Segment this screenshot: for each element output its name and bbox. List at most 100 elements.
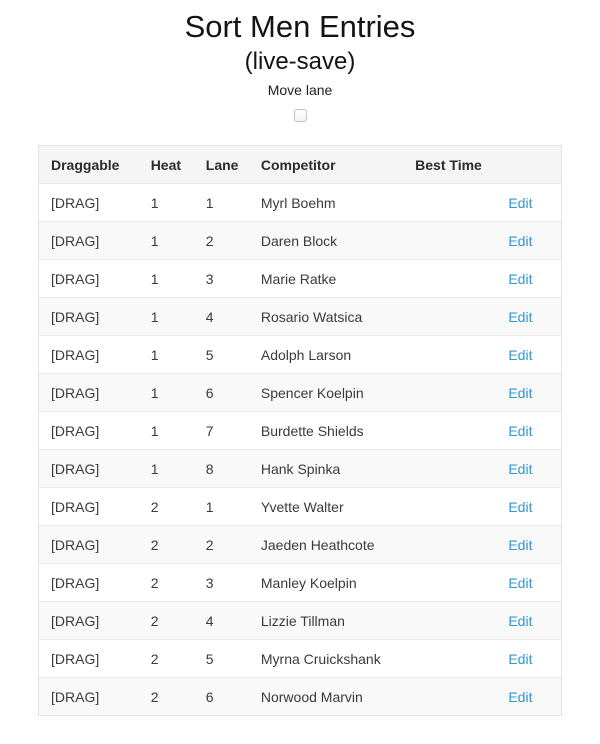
edit-link[interactable]: Edit — [508, 270, 533, 287]
competitor-cell: Daren Block — [248, 221, 404, 260]
edit-link[interactable]: Edit — [508, 308, 533, 325]
heat-cell: 1 — [138, 335, 194, 374]
drag-handle[interactable]: [DRAG] — [38, 563, 139, 602]
competitor-cell: Hank Spinka — [248, 449, 404, 488]
edit-link[interactable]: Edit — [508, 460, 533, 477]
column-header-best-time: Best Time — [403, 145, 497, 184]
heat-cell: 2 — [138, 639, 194, 678]
competitor-cell: Yvette Walter — [248, 487, 404, 526]
lane-cell: 5 — [193, 639, 249, 678]
best-time-cell — [403, 487, 497, 526]
lane-cell: 4 — [193, 297, 249, 336]
edit-link[interactable]: Edit — [508, 346, 533, 363]
edit-link[interactable]: Edit — [508, 232, 533, 249]
drag-handle[interactable]: [DRAG] — [38, 525, 139, 564]
edit-cell: Edit — [496, 601, 562, 640]
drag-handle[interactable]: [DRAG] — [38, 601, 139, 640]
edit-cell: Edit — [496, 639, 562, 678]
edit-cell: Edit — [496, 487, 562, 526]
drag-handle[interactable]: [DRAG] — [38, 449, 139, 488]
heat-cell: 2 — [138, 525, 194, 564]
edit-link[interactable]: Edit — [508, 688, 533, 705]
column-header-actions — [496, 145, 562, 184]
column-header-heat: Heat — [138, 145, 194, 184]
lane-cell: 3 — [193, 563, 249, 602]
edit-link[interactable]: Edit — [508, 194, 533, 211]
heat-cell: 1 — [138, 259, 194, 298]
best-time-cell — [403, 297, 497, 336]
drag-handle[interactable]: [DRAG] — [38, 183, 139, 222]
edit-link[interactable]: Edit — [508, 536, 533, 553]
page-subtitle: (live-save) — [244, 47, 356, 75]
competitor-cell: Adolph Larson — [248, 335, 404, 374]
edit-cell: Edit — [496, 259, 562, 298]
edit-cell: Edit — [496, 335, 562, 374]
best-time-cell — [403, 677, 497, 716]
best-time-cell — [403, 449, 497, 488]
best-time-cell — [403, 563, 497, 602]
edit-link[interactable]: Edit — [508, 498, 533, 515]
drag-handle[interactable]: [DRAG] — [38, 259, 139, 298]
competitor-cell: Lizzie Tillman — [248, 601, 404, 640]
heat-cell: 2 — [138, 563, 194, 602]
edit-cell: Edit — [496, 411, 562, 450]
lane-cell: 3 — [193, 259, 249, 298]
edit-cell: Edit — [496, 373, 562, 412]
edit-cell: Edit — [496, 449, 562, 488]
table-row: [DRAG] 2 3 Manley Koelpin Edit — [38, 563, 562, 602]
best-time-cell — [403, 373, 497, 412]
edit-link[interactable]: Edit — [508, 384, 533, 401]
lane-cell: 8 — [193, 449, 249, 488]
table-row: [DRAG] 2 6 Norwood Marvin Edit — [38, 677, 562, 716]
edit-link[interactable]: Edit — [508, 574, 533, 591]
best-time-cell — [403, 335, 497, 374]
edit-link[interactable]: Edit — [508, 422, 533, 439]
move-lane-checkbox[interactable] — [293, 109, 307, 123]
heat-cell: 1 — [138, 183, 194, 222]
lane-cell: 6 — [193, 373, 249, 412]
best-time-cell — [403, 221, 497, 260]
competitor-cell: Norwood Marvin — [248, 677, 404, 716]
column-header-draggable: Draggable — [38, 145, 139, 184]
competitor-cell: Manley Koelpin — [248, 563, 404, 602]
table-row: [DRAG] 2 5 Myrna Cruickshank Edit — [38, 639, 562, 678]
table-row: [DRAG] 1 7 Burdette Shields Edit — [38, 411, 562, 450]
table-row: [DRAG] 1 2 Daren Block Edit — [38, 221, 562, 260]
table-row: [DRAG] 1 8 Hank Spinka Edit — [38, 449, 562, 488]
heat-cell: 2 — [138, 487, 194, 526]
heat-cell: 1 — [138, 449, 194, 488]
table-row: [DRAG] 1 5 Adolph Larson Edit — [38, 335, 562, 374]
drag-handle[interactable]: [DRAG] — [38, 297, 139, 336]
heat-cell: 1 — [138, 297, 194, 336]
drag-handle[interactable]: [DRAG] — [38, 373, 139, 412]
drag-handle[interactable]: [DRAG] — [38, 639, 139, 678]
lane-cell: 6 — [193, 677, 249, 716]
page-title: Sort Men Entries — [184, 9, 416, 44]
drag-handle[interactable]: [DRAG] — [38, 677, 139, 716]
best-time-cell — [403, 525, 497, 564]
competitor-cell: Marie Ratke — [248, 259, 404, 298]
drag-handle[interactable]: [DRAG] — [38, 487, 139, 526]
best-time-cell — [403, 183, 497, 222]
lane-cell: 1 — [193, 487, 249, 526]
heat-cell: 1 — [138, 411, 194, 450]
drag-handle[interactable]: [DRAG] — [38, 335, 139, 374]
lane-cell: 7 — [193, 411, 249, 450]
heat-cell: 2 — [138, 677, 194, 716]
heat-cell: 2 — [138, 601, 194, 640]
competitor-cell: Spencer Koelpin — [248, 373, 404, 412]
table-header-row: Draggable Heat Lane Competitor Best Time — [38, 145, 562, 184]
lane-cell: 5 — [193, 335, 249, 374]
edit-link[interactable]: Edit — [508, 650, 533, 667]
drag-handle[interactable]: [DRAG] — [38, 411, 139, 450]
move-lane-label: Move lane — [267, 82, 333, 99]
best-time-cell — [403, 601, 497, 640]
move-lane-checkbox-wrap — [0, 106, 600, 128]
table-row: [DRAG] 1 6 Spencer Koelpin Edit — [38, 373, 562, 412]
column-header-competitor: Competitor — [248, 145, 404, 184]
competitor-cell: Burdette Shields — [248, 411, 404, 450]
drag-handle[interactable]: [DRAG] — [38, 221, 139, 260]
edit-cell: Edit — [496, 297, 562, 336]
edit-link[interactable]: Edit — [508, 612, 533, 629]
table-row: [DRAG] 1 3 Marie Ratke Edit — [38, 259, 562, 298]
